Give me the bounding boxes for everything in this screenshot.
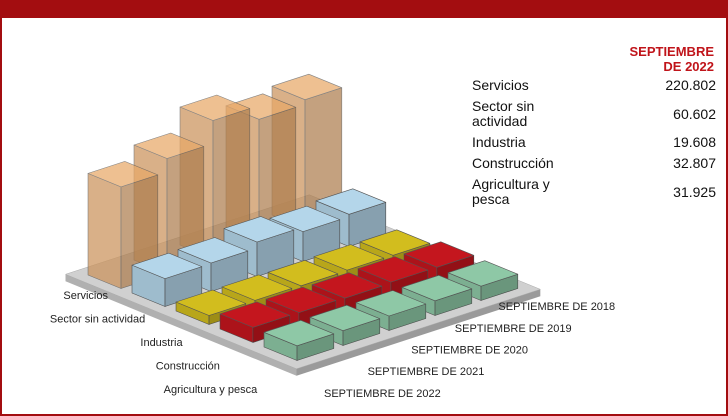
bar-shade [167,146,204,274]
column-label: SEPTIEMBRE DE 2022 [324,388,441,400]
column-label: SEPTIEMBRE DE 2019 [455,323,572,335]
bar-shade [391,270,428,298]
bar-face-top [179,94,251,121]
row-label: Construcción [156,360,220,372]
row-label: Sector sin actividad [50,313,145,325]
row-label: Servicios [63,290,108,302]
header-line: SEPTIEMBRE [629,44,714,59]
bar-face-top [131,252,203,279]
bar-shade [253,315,290,343]
bar-face-top [357,256,429,283]
table-row: Agricultura y pesca 31.925 [472,177,716,207]
column-label: SEPTIEMBRE DE 2020 [411,345,528,357]
column-label: SEPTIEMBRE DE 2021 [368,366,485,378]
cell-value: 220.802 [665,77,716,93]
bar-face-top [263,319,335,347]
bar-face-top [313,244,385,271]
cell-value: 32.807 [673,155,716,171]
table-header: SEPTIEMBRE DE 2022 [472,44,716,74]
bar-face-top [133,132,205,159]
platform-side [65,274,297,376]
bar-shade [360,241,393,265]
cell-value: 31.925 [673,183,716,200]
row-label: Agricultura y pesca [164,384,258,396]
bar-shade [345,286,382,313]
bar-face-top [359,229,431,256]
cell-label: Servicios [472,77,529,93]
bar-3d [87,161,159,289]
table-rows: Servicios 220.802 Sector sin actividad 60.6… [472,78,716,207]
bar-face-top [221,274,293,301]
cell-label: Industria [472,134,526,150]
bar-face-top [271,73,343,100]
bar-face-top [219,301,291,328]
data-table: SEPTIEMBRE DE 2022 Servicios 220.802 Secto… [472,44,716,213]
bar-shade [349,202,386,247]
bar-face-top [87,161,159,188]
bar-shade [299,300,336,328]
bar-shade [259,107,296,244]
bar-face-top [311,272,383,299]
bar-shade [220,313,253,343]
bar-3d [263,319,335,361]
bar-shade [264,332,297,361]
bar-3d [219,301,291,343]
bar-shade [257,230,294,277]
header-line: DE 2022 [663,59,714,74]
bar-face-top [223,216,295,243]
table-row: Industria 19.608 [472,135,716,150]
table-row: Sector sin actividad 60.602 [472,99,716,129]
table-row: Servicios 220.802 [472,78,716,93]
bar-shade [343,318,380,346]
cell-label: Construcción [472,155,554,171]
cell-label: Agricultura y pesca [472,176,550,207]
bar-shade [481,274,518,301]
bar-face-top [267,259,339,287]
bar-face-top [177,237,249,264]
platform-side [296,289,541,376]
bar-shade [389,304,426,331]
bar-shade [435,288,472,316]
bar-shade [213,108,250,259]
cell-value: 60.602 [673,105,716,122]
bar-shade [222,286,255,310]
bar-face-top [403,241,475,268]
cell-value: 19.608 [673,134,716,150]
bar-shade [268,272,301,295]
bar-3d [131,252,203,307]
bar-face-top [265,286,337,313]
table-row: Construcción 32.807 [472,156,716,171]
bar-shade [305,87,342,229]
bar-face-top [447,260,519,287]
bar-face-top [309,304,381,332]
bar-face-top [175,289,247,316]
bar-face-top [315,188,387,215]
bar-shade [88,173,121,289]
bar-shade [314,256,347,280]
row-label: Industria [140,337,183,349]
column-label: SEPTIEMBRE DE 2018 [498,301,615,313]
bar-face-top [355,290,427,317]
bar-3d [447,260,519,301]
bar-shade [297,333,334,361]
bar-shade [176,302,209,325]
cell-label: Sector sin actividad [472,98,535,129]
bar-shade [437,255,474,283]
bar-face-top [269,205,341,232]
bar-face-top [401,274,473,302]
